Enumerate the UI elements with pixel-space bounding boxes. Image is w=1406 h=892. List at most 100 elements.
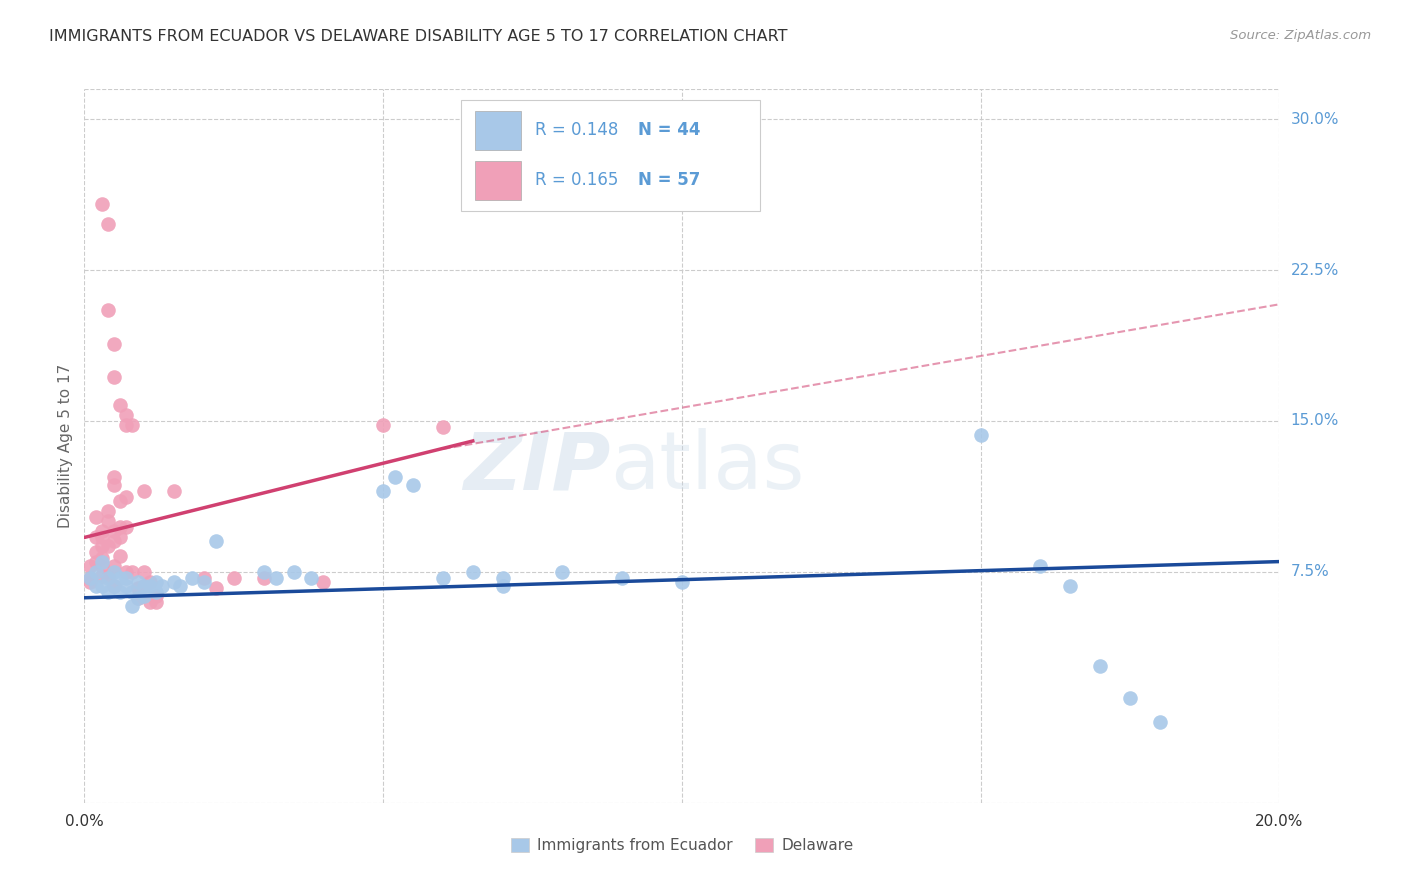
Point <box>91 550 114 565</box>
Point <box>205 581 228 595</box>
Point <box>1029 558 1052 573</box>
Point <box>121 417 143 432</box>
Point <box>169 579 191 593</box>
Point <box>97 515 120 529</box>
Point <box>127 581 149 595</box>
Point <box>127 591 149 605</box>
Point <box>193 574 215 589</box>
Point <box>253 571 276 585</box>
Point <box>671 574 693 589</box>
Point <box>110 494 132 508</box>
Text: N = 57: N = 57 <box>638 171 700 189</box>
Point <box>132 589 156 603</box>
Point <box>121 584 143 599</box>
Point <box>145 595 167 609</box>
Point <box>163 574 186 589</box>
Point <box>103 565 125 579</box>
Point <box>612 571 634 585</box>
Point <box>1059 579 1081 593</box>
Point <box>127 591 149 605</box>
Point <box>127 574 149 589</box>
Point <box>384 470 406 484</box>
Point <box>132 484 156 499</box>
Text: 7.5%: 7.5% <box>1291 564 1329 579</box>
Point <box>1119 691 1142 706</box>
Point <box>132 579 156 593</box>
Point <box>205 534 228 549</box>
Point <box>110 398 132 412</box>
Point <box>97 584 120 599</box>
Point <box>139 574 162 589</box>
Point <box>139 579 162 593</box>
Point <box>1090 659 1112 673</box>
Legend: Immigrants from Ecuador, Delaware: Immigrants from Ecuador, Delaware <box>505 832 859 859</box>
Point <box>110 520 132 534</box>
Point <box>150 579 173 593</box>
Point <box>91 524 114 539</box>
Point <box>97 539 120 553</box>
Point <box>103 579 125 593</box>
Point <box>97 568 120 582</box>
Point <box>970 428 993 442</box>
Point <box>163 484 186 499</box>
Point <box>121 599 143 613</box>
Text: N = 44: N = 44 <box>638 121 700 139</box>
Point <box>115 579 138 593</box>
Point <box>86 579 108 593</box>
Point <box>181 571 204 585</box>
Point <box>103 534 125 549</box>
Text: ZIP: ZIP <box>463 428 610 507</box>
Point <box>79 558 101 573</box>
Point <box>1149 715 1171 730</box>
Text: atlas: atlas <box>610 428 804 507</box>
Point <box>91 579 114 593</box>
Point <box>139 595 162 609</box>
Point <box>115 565 138 579</box>
Point <box>97 504 120 518</box>
Point <box>86 565 108 579</box>
Point <box>97 217 120 231</box>
Point <box>103 369 125 384</box>
Point <box>115 571 138 585</box>
Point <box>79 574 101 589</box>
Point <box>97 571 120 585</box>
Point <box>132 565 156 579</box>
Point <box>97 303 120 318</box>
Point <box>91 196 114 211</box>
Point <box>145 584 167 599</box>
Point <box>253 565 276 579</box>
Point <box>492 579 515 593</box>
Point <box>110 584 132 599</box>
Text: IMMIGRANTS FROM ECUADOR VS DELAWARE DISABILITY AGE 5 TO 17 CORRELATION CHART: IMMIGRANTS FROM ECUADOR VS DELAWARE DISA… <box>49 29 787 44</box>
Point <box>103 478 125 492</box>
Point <box>132 579 156 593</box>
FancyBboxPatch shape <box>461 100 759 211</box>
Point <box>145 574 167 589</box>
Point <box>103 558 125 573</box>
Point <box>79 571 101 585</box>
Point <box>115 490 138 504</box>
Point <box>432 420 454 434</box>
FancyBboxPatch shape <box>475 111 520 150</box>
Point <box>283 565 305 579</box>
Point <box>86 544 108 558</box>
Point <box>86 531 108 545</box>
Point <box>145 589 167 603</box>
Point <box>373 484 395 499</box>
Point <box>551 565 574 579</box>
Point <box>222 571 245 585</box>
Point <box>91 568 114 582</box>
Point <box>103 579 125 593</box>
Point <box>301 571 323 585</box>
Point <box>79 571 101 585</box>
Text: 22.5%: 22.5% <box>1291 262 1339 277</box>
Point <box>110 571 132 585</box>
Text: R = 0.165: R = 0.165 <box>534 171 619 189</box>
Point <box>461 565 484 579</box>
Text: R = 0.148: R = 0.148 <box>534 121 619 139</box>
Text: 15.0%: 15.0% <box>1291 413 1339 428</box>
Point <box>110 549 132 563</box>
Point <box>312 574 335 589</box>
Point <box>121 565 143 579</box>
Point <box>115 408 138 422</box>
